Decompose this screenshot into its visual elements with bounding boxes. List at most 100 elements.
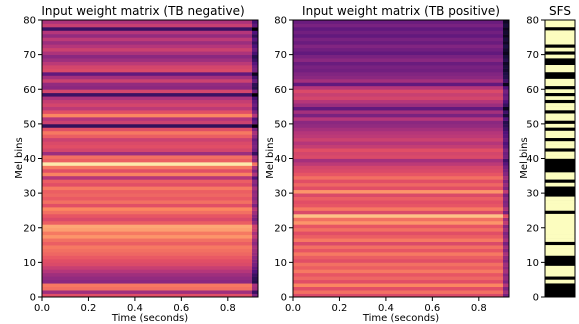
heatmap-row [42,71,258,76]
y-tick-label: 60 [526,85,539,96]
x-tick-label: 0.6 [424,303,440,314]
heatmap-row-edge [503,89,509,94]
heatmap-row [42,61,258,66]
heatmap-row-edge [503,92,509,97]
heatmap-row-edge [503,75,509,80]
y-tick-label: 0 [281,293,287,304]
heatmap-row [293,141,509,146]
heatmap-row [293,120,509,125]
heatmap-row [293,224,509,229]
heatmap-row [293,113,509,118]
heatmap-row-edge [252,130,258,135]
heatmap-row-edge [252,120,258,125]
heatmap-row-edge [252,286,258,291]
heatmap-row-edge [503,99,509,104]
heatmap-row [42,75,258,80]
heatmap-row [42,186,258,191]
heatmap-row-edge [252,151,258,156]
heatmap-row [42,248,258,253]
heatmap-row [42,116,258,121]
heatmap-row-edge [503,161,509,166]
sfs-selected-bin [545,238,575,242]
y-tick-label: 30 [23,189,36,200]
heatmap-row-edge [252,65,258,69]
heatmap-row [42,30,258,35]
x-tick-label: 0.4 [378,303,394,314]
x-tick-label: 0.8 [471,303,487,314]
heatmap-row-edge [252,61,258,66]
heatmap-cells [545,20,575,297]
heatmap-row-edge [252,103,258,107]
heatmap-row-edge [252,96,258,101]
heatmap-row-edge [503,168,509,173]
heatmap-row [293,245,509,249]
heatmap-row-edge [252,113,258,118]
heatmap-row-edge [503,47,509,52]
heatmap-row [293,290,509,294]
heatmap-row-edge [503,78,509,83]
heatmap-row-edge [503,175,509,180]
heatmap-row [42,110,258,114]
heatmap-row-edge [503,262,509,267]
heatmap-row-edge [252,58,258,62]
heatmap-row [42,255,258,260]
heatmap-row [293,96,509,101]
y-tick-label: 10 [23,258,36,269]
y-tick-label: 20 [23,223,36,234]
heatmap-row-edge [252,37,258,42]
heatmap-row-edge [503,71,509,76]
heatmap-row-edge [252,269,258,274]
heatmap-row-edge [503,103,509,107]
heatmap-row [42,179,258,184]
heatmap-row-edge [252,293,258,298]
heatmap-row-edge [503,20,509,24]
heatmap-row [293,269,509,274]
sfs-selected-bin [545,68,575,73]
heatmap-row [293,71,509,76]
heatmap-row-edge [503,276,509,281]
heatmap-row [293,47,509,52]
heatmap-row [42,165,258,170]
heatmap-row-edge [252,272,258,277]
heatmap-row-edge [252,283,258,288]
panel-tb-positive: Input weight matrix (TB positive) 0.0 0.2… [265,4,510,324]
heatmap-row [42,23,258,28]
heatmap-row [293,30,509,35]
heatmap-row [42,68,258,73]
heatmap-row-edge [503,33,509,38]
sfs-selected-bin [545,213,575,218]
sfs-selected-bin [545,89,575,94]
heatmap-row-edge [252,179,258,184]
sfs-selected-bin [545,220,575,225]
heatmap-row [42,172,258,177]
heatmap-row-edge [503,293,509,298]
panel-title: SFS [549,4,571,18]
heatmap-row [42,213,258,218]
heatmap-row [42,85,258,90]
heatmap-row [42,158,258,163]
heatmap-row [42,245,258,249]
heatmap-row [293,68,509,73]
heatmap-row [42,89,258,94]
heatmap-row-edge [252,175,258,180]
y-tick-label: 50 [23,119,36,130]
sfs-selected-bin [545,227,575,232]
heatmap-row [42,51,258,56]
sfs-selected-bin [545,248,575,253]
heatmap-row [293,127,509,132]
heatmap-row [293,137,509,142]
heatmap-row [293,231,509,236]
heatmap-row-edge [252,68,258,73]
heatmap-row-edge [503,272,509,277]
heatmap-row-edge [252,85,258,90]
x-axis-label: Time (seconds) [362,313,439,324]
heatmap-row-edge [252,30,258,35]
heatmap-row [42,258,258,263]
sfs-selected-bin [545,141,575,145]
heatmap-row-edge [503,203,509,208]
heatmap-row [42,217,258,222]
heatmap-row-edge [252,265,258,270]
heatmap-row [293,272,509,277]
sfs-selected-bin [545,65,575,69]
